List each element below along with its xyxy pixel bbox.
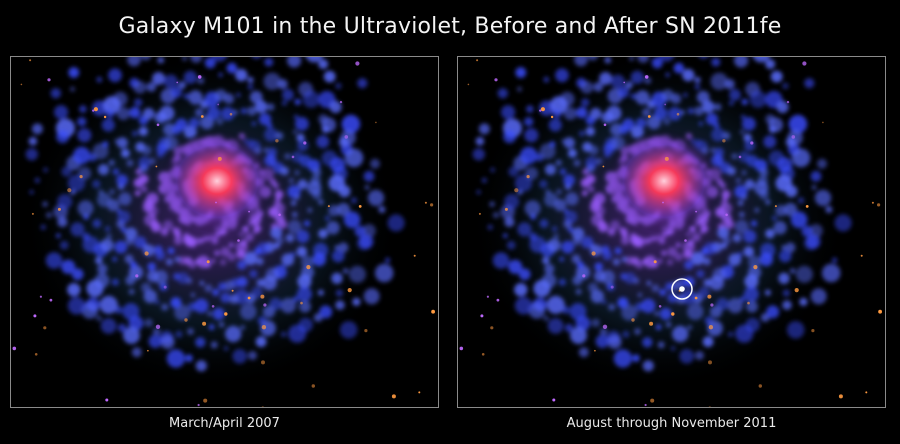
field-stars <box>459 59 882 407</box>
supernova-marker <box>671 278 693 300</box>
galaxy-panel-after <box>457 56 886 408</box>
galaxy-image-after <box>459 57 882 407</box>
figure-title: Galaxy M101 in the Ultraviolet, Before a… <box>118 14 782 39</box>
galaxy-image-before <box>12 57 435 407</box>
field-stars <box>12 59 435 407</box>
galaxy-disk <box>468 57 852 391</box>
galaxy-panel-before <box>10 56 439 408</box>
galaxy-disk <box>21 57 405 391</box>
caption-before: March/April 2007 <box>169 416 280 431</box>
caption-after: August through November 2011 <box>566 416 777 431</box>
